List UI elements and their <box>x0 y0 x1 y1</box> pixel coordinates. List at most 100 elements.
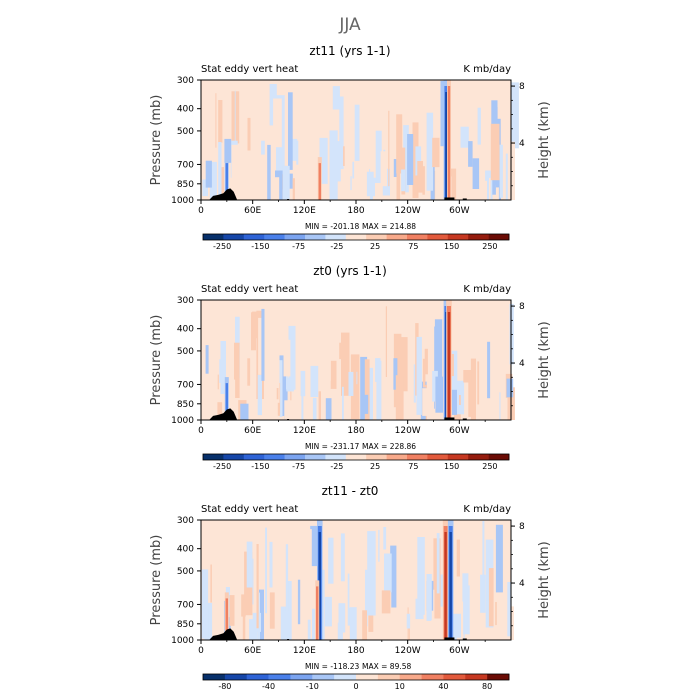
field-cell <box>487 341 491 399</box>
y-tick-label: 1000 <box>171 636 194 646</box>
topography-africa <box>206 188 239 200</box>
field-cell <box>383 527 387 550</box>
field-cell <box>286 581 292 640</box>
colorbar-swatch <box>465 674 488 680</box>
y-tick-label: 850 <box>177 180 194 190</box>
field-cell <box>510 82 519 149</box>
variable-label: Stat eddy vert heat <box>201 504 298 515</box>
feature-andes-negative <box>449 532 452 640</box>
field-cell <box>395 375 404 420</box>
y-axis-label: Pressure (mb) <box>149 315 164 406</box>
field-cell <box>297 579 301 625</box>
field-cell <box>448 350 458 408</box>
field-cell <box>484 180 487 200</box>
field-cell <box>232 542 235 628</box>
colorbar-swatch <box>264 454 285 460</box>
field-cell <box>234 342 240 398</box>
y-tick-label: 700 <box>177 380 194 390</box>
field-cell <box>432 370 438 402</box>
field-cell <box>399 337 408 392</box>
x-tick-label: 60W <box>449 206 469 216</box>
field-cell <box>325 398 332 420</box>
y2-axis-label: Height (km) <box>537 101 552 178</box>
panel-title: zt0 (yrs 1-1) <box>313 264 387 278</box>
colorbar-label: -250 <box>213 462 231 471</box>
units-label: K mb/day <box>463 504 511 515</box>
field-cell <box>376 360 382 420</box>
field-cell <box>310 525 319 567</box>
field-cell <box>412 584 419 640</box>
colorbar-swatch <box>325 454 347 460</box>
colorbar-swatch <box>305 234 326 240</box>
topography-asia <box>287 198 290 200</box>
topography-highlands <box>462 198 467 200</box>
field-cell <box>506 378 514 398</box>
field-cell <box>436 533 440 594</box>
feature-andes-positive <box>447 312 451 420</box>
field-cell <box>215 93 217 148</box>
x-tick-label: 60W <box>449 646 469 656</box>
max-label: MAX = 89.58 <box>362 662 411 671</box>
heatmap-plot: 300 400 500 700 850 1000 4 8 0 60E 120E 180 120W 60W <box>171 296 525 436</box>
colorbar-swatch <box>334 674 357 680</box>
topography-andes <box>444 637 455 640</box>
field-cell <box>385 306 387 377</box>
field-cell <box>450 354 454 377</box>
field-cell <box>401 169 406 192</box>
x-tick-label: 180 <box>347 646 364 656</box>
field-cell <box>472 592 480 606</box>
field-cell <box>363 394 369 414</box>
field-cell <box>267 144 271 200</box>
colorbar-swatch <box>224 674 248 680</box>
field-cell <box>456 539 460 577</box>
feature-east-asia-positive <box>316 586 319 640</box>
colorbar-swatch <box>427 454 449 460</box>
field-cell <box>364 359 370 420</box>
field-cell <box>463 585 470 635</box>
feature-east-asia-negative <box>318 532 321 640</box>
colorbar-label: 10 <box>395 682 405 691</box>
colorbar-swatch <box>223 454 245 460</box>
y-tick-label: 700 <box>177 160 194 170</box>
field-cell <box>416 336 422 415</box>
field-cell <box>431 620 435 640</box>
colorbar-swatch <box>447 234 469 240</box>
y-tick-label: 300 <box>177 516 194 526</box>
field-cell <box>417 161 423 193</box>
y-tick-label: 700 <box>177 600 194 610</box>
field-cell <box>488 568 494 627</box>
field-cell <box>283 339 291 377</box>
field-cell <box>469 620 478 640</box>
field-cell <box>240 403 249 420</box>
topography-africa <box>206 408 239 420</box>
field-cell <box>378 529 380 562</box>
field-cell <box>218 142 222 197</box>
field-cell <box>449 168 457 200</box>
colorbar-label: 25 <box>370 242 380 251</box>
colorbar-swatch <box>345 234 367 240</box>
field-cell <box>433 589 435 637</box>
topography-asia <box>287 418 290 420</box>
field-cell <box>338 368 344 409</box>
field-cell <box>424 348 428 375</box>
field-cell <box>489 177 491 200</box>
field-cell <box>246 541 253 588</box>
field-cell <box>259 589 264 640</box>
field-cell <box>426 574 432 621</box>
field-cell <box>234 90 236 177</box>
field-cell <box>492 180 496 195</box>
colorbar-swatch <box>223 234 245 240</box>
field-cell <box>274 317 280 403</box>
field-cell <box>422 166 425 195</box>
colorbar-label: -40 <box>262 682 275 691</box>
field-cell <box>339 342 347 360</box>
variable-label: Stat eddy vert heat <box>201 64 298 75</box>
field-cell <box>229 595 235 626</box>
colorbar: -250 -150 -75 -25 25 75 150 250 <box>202 233 510 251</box>
colorbar-swatch <box>243 234 265 240</box>
colorbar-swatch <box>407 234 428 240</box>
topography-asia <box>287 638 290 640</box>
colorbar-swatch <box>468 234 489 240</box>
y2-tick-label: 8 <box>519 522 525 532</box>
